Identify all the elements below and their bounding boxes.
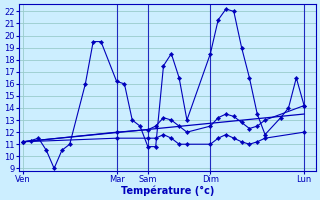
X-axis label: Température (°c): Température (°c) bbox=[121, 185, 214, 196]
